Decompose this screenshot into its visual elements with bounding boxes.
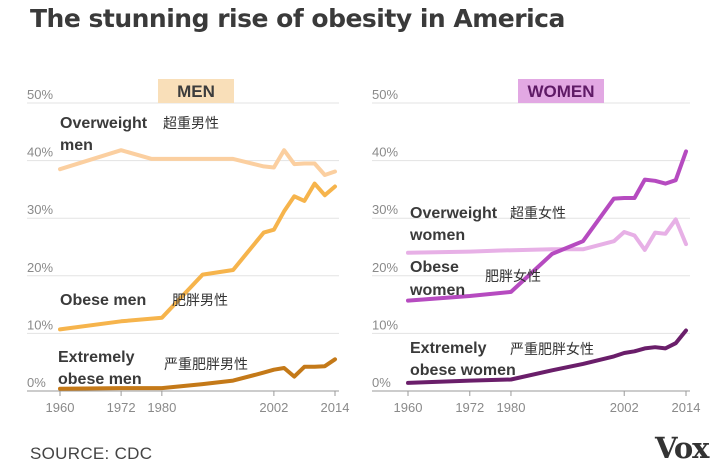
series-label: Extremely <box>410 340 487 357</box>
series-label: Overweight <box>60 115 148 132</box>
chart-panel-men: 0% 10% 20% 30% 40% 50% 1960 1972 1980 2002 2014 MEN… <box>27 79 349 415</box>
y-tick-label: 10% <box>27 317 53 332</box>
y-tick-label: 10% <box>372 317 398 332</box>
series-label-cn: 严重肥胖男性 <box>164 356 248 372</box>
y-tick-label: 40% <box>372 145 398 160</box>
series-label-cn: 严重肥胖女性 <box>510 341 594 357</box>
x-tick-label: 1980 <box>497 400 526 415</box>
x-tick-label: 1960 <box>46 400 75 415</box>
x-tick-label: 2002 <box>610 400 639 415</box>
series-label: Overweight <box>410 205 498 222</box>
x-tick-label: 1972 <box>107 400 136 415</box>
series-label: obese men <box>58 371 142 388</box>
chart-panel-women: 0% 10% 20% 30% 40% 50% 1960 1972 1980 2002 2014 WOM… <box>372 79 700 415</box>
source-note: SOURCE: CDC <box>30 444 153 463</box>
series-label-cn: 超重女性 <box>510 205 566 221</box>
x-tick-label: 2002 <box>259 400 288 415</box>
y-tick-label: 30% <box>372 202 398 217</box>
brand-logo: Vox <box>655 431 709 465</box>
y-tick-label: 40% <box>27 145 53 160</box>
x-tick-label: 1972 <box>455 400 484 415</box>
chart-title: The stunning rise of obesity in America <box>30 4 565 33</box>
panel-title: WOMEN <box>527 82 594 101</box>
series-label: Extremely <box>58 349 135 366</box>
y-tick-label: 50% <box>372 87 398 102</box>
series-line <box>58 148 337 177</box>
series-label: Obese men <box>60 292 146 309</box>
series-label: women <box>409 282 465 299</box>
series-line <box>406 328 688 385</box>
series-label-cn: 肥胖女性 <box>485 268 541 284</box>
panel-title-background <box>158 79 234 103</box>
y-tick-label: 0% <box>27 375 46 390</box>
series-label-cn: 肥胖男性 <box>172 292 228 308</box>
x-tick-label: 2014 <box>321 400 350 415</box>
series-line <box>406 149 688 303</box>
series-label: men <box>60 137 93 154</box>
x-tick-label: 1960 <box>394 400 423 415</box>
series-label: obese women <box>410 362 516 379</box>
y-tick-label: 50% <box>27 87 53 102</box>
y-tick-label: 20% <box>27 260 53 275</box>
series-line <box>58 181 337 332</box>
series-line <box>58 357 337 391</box>
y-tick-label: 20% <box>372 260 398 275</box>
y-tick-label: 30% <box>27 202 53 217</box>
series-label: Obese <box>410 259 459 276</box>
x-tick-label: 2014 <box>672 400 701 415</box>
panel-title-background <box>518 79 604 103</box>
series-label-cn: 超重男性 <box>163 115 219 131</box>
series-label: women <box>409 227 465 244</box>
x-tick-label: 1980 <box>147 400 176 415</box>
y-tick-label: 0% <box>372 375 391 390</box>
panel-title: MEN <box>177 82 215 101</box>
series-line <box>406 217 688 255</box>
